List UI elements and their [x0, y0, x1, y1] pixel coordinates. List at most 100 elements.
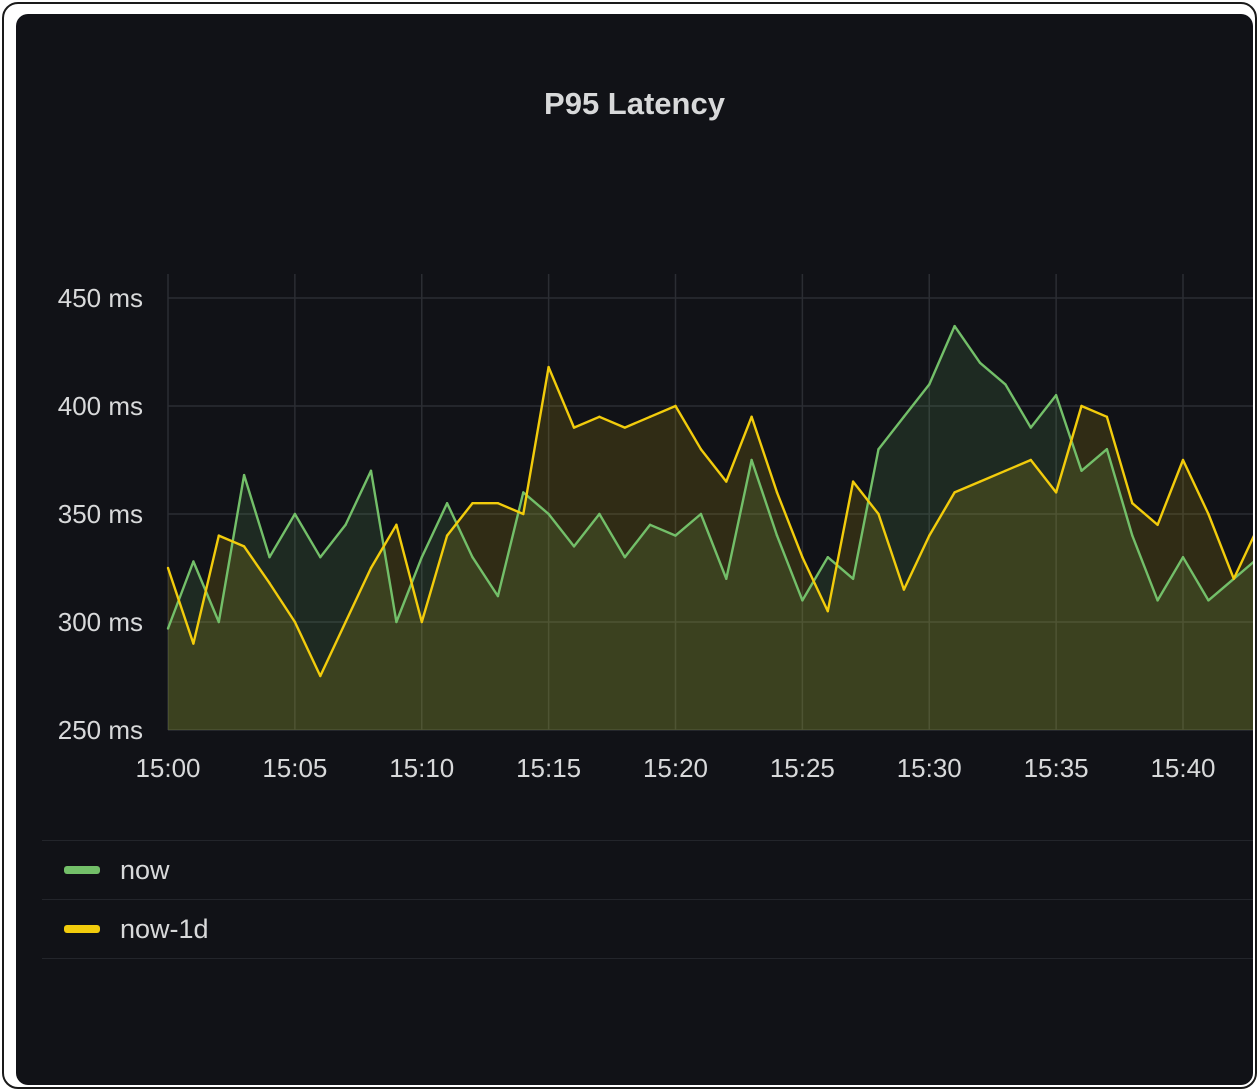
data-point-now — [750, 458, 753, 462]
data-point-now — [166, 627, 170, 630]
data-point-now — [725, 577, 728, 580]
data-point-now-1d — [1105, 415, 1109, 418]
data-point-now — [547, 512, 550, 516]
data-point-now-1d — [572, 426, 576, 429]
legend-item-now[interactable]: now — [42, 840, 1253, 899]
data-point-now — [1207, 599, 1210, 602]
data-point-now-1d — [826, 610, 829, 613]
data-point-now — [1054, 394, 1058, 397]
y-axis: 250 ms 300 ms 350 ms 400 ms 450 ms — [58, 283, 143, 745]
data-point-now — [826, 556, 829, 559]
series-area-now-1d — [168, 367, 1253, 730]
data-point-now-1d — [851, 480, 855, 483]
x-axis: 15:00 15:05 15:10 15:15 15:20 15:25 15:30 15:35… — [135, 753, 1215, 783]
data-point-now — [395, 620, 398, 624]
data-point-now-1d — [598, 415, 601, 418]
data-point-now — [928, 383, 931, 386]
data-point-now — [598, 512, 601, 516]
data-point-now — [801, 599, 804, 602]
data-point-now-1d — [725, 480, 728, 483]
data-point-now — [369, 469, 373, 472]
data-point-now-1d — [547, 365, 550, 369]
data-point-now — [242, 473, 246, 477]
data-point-now-1d — [344, 620, 347, 624]
data-point-now-1d — [750, 415, 753, 418]
data-point-now-1d — [395, 523, 398, 526]
data-point-now — [1004, 383, 1007, 386]
data-point-now — [699, 512, 703, 516]
data-point-now — [648, 523, 652, 526]
legend-label-now-1d: now-1d — [120, 913, 209, 944]
data-point-now-1d — [1156, 523, 1159, 526]
data-point-now-1d — [953, 491, 956, 494]
data-point-now — [319, 556, 322, 559]
data-point-now-1d — [902, 588, 906, 591]
grid-lines — [167, 274, 1253, 731]
data-point-now-1d — [877, 512, 880, 516]
series-area-now — [168, 326, 1253, 730]
chart-panel: P95 Latency 250 ms 300 ms 350 ms 400 ms 450 … — [16, 14, 1253, 1085]
data-point-now-1d — [319, 674, 322, 678]
data-point-now-1d — [445, 534, 449, 537]
data-point-now — [1131, 534, 1134, 537]
y-tick-label: 350 ms — [58, 499, 143, 529]
x-tick-label: 15:05 — [262, 753, 327, 783]
data-point-now — [496, 594, 500, 598]
data-point-now — [268, 556, 271, 559]
data-point-now — [674, 534, 677, 537]
data-point-now-1d — [775, 491, 779, 494]
data-point-now — [192, 560, 195, 563]
x-tick-label: 15:15 — [516, 753, 581, 783]
legend-label-now: now — [120, 854, 170, 885]
data-point-now-1d — [166, 566, 170, 570]
data-point-now-1d — [1004, 469, 1007, 472]
series-areas — [168, 326, 1253, 730]
data-point-now — [522, 491, 525, 494]
data-point-now — [293, 512, 297, 516]
data-point-now-1d — [801, 556, 804, 559]
data-point-now — [851, 577, 855, 580]
data-point-now-1d — [648, 415, 652, 418]
data-point-now — [902, 415, 906, 418]
data-point-now-1d — [192, 642, 195, 645]
data-point-now-1d — [1054, 491, 1058, 494]
data-point-now-1d — [1029, 458, 1032, 462]
series-line-now-1d — [166, 365, 1253, 678]
y-tick-label: 400 ms — [58, 391, 143, 421]
data-point-now — [1181, 556, 1185, 559]
y-tick-label: 450 ms — [58, 283, 143, 313]
data-point-now-1d — [1181, 458, 1185, 462]
data-point-now — [953, 324, 956, 328]
legend: now now-1d — [42, 840, 1253, 959]
data-point-now — [1156, 599, 1159, 602]
legend-item-now-1d[interactable]: now-1d — [42, 899, 1253, 959]
data-point-now-1d — [1131, 502, 1134, 505]
data-point-now — [445, 502, 449, 505]
data-point-now — [572, 545, 576, 548]
y-tick-label: 250 ms — [58, 715, 143, 745]
data-point-now-1d — [471, 502, 474, 505]
x-tick-label: 15:20 — [643, 753, 708, 783]
data-point-now — [471, 556, 474, 559]
data-point-now-1d — [1232, 577, 1236, 580]
data-point-now — [1080, 469, 1083, 472]
data-point-now — [877, 448, 880, 451]
legend-swatch-now — [64, 866, 100, 874]
data-point-now-1d — [1207, 512, 1210, 516]
data-point-now — [420, 556, 423, 559]
data-point-now — [775, 534, 779, 537]
data-point-now-1d — [699, 448, 703, 451]
data-point-now-1d — [928, 534, 931, 537]
series-lines — [166, 324, 1253, 678]
data-point-now-1d — [268, 581, 271, 585]
data-point-now-1d — [1080, 404, 1083, 408]
x-tick-label: 15:30 — [897, 753, 962, 783]
data-point-now — [344, 523, 347, 526]
legend-swatch-now-1d — [64, 925, 100, 933]
data-point-now-1d — [522, 512, 525, 516]
data-point-now-1d — [496, 502, 500, 505]
y-tick-label: 300 ms — [58, 607, 143, 637]
x-tick-label: 15:25 — [770, 753, 835, 783]
